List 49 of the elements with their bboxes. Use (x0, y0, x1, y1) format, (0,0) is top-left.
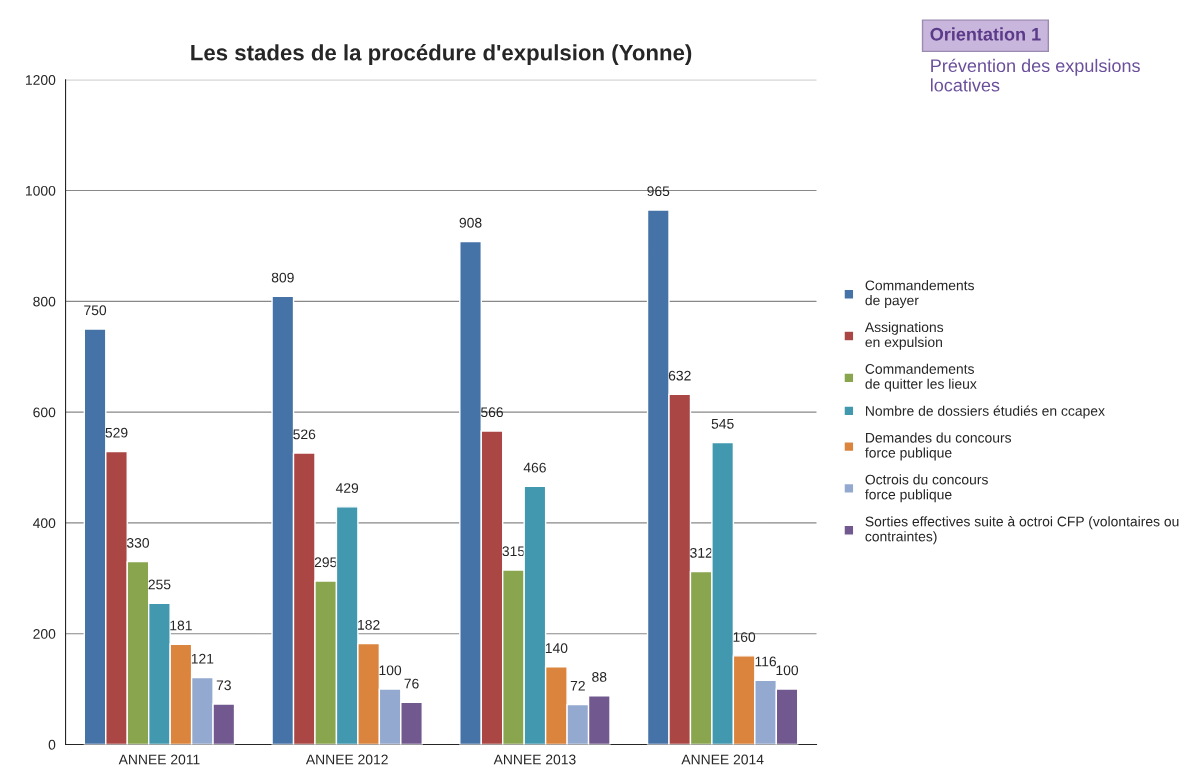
data-label: 160 (733, 632, 756, 642)
data-label: 140 (545, 643, 568, 654)
data-label: 295 (314, 557, 337, 568)
data-label: 566 (480, 407, 503, 418)
y-tick-label: 600 (33, 407, 56, 418)
data-label: 965 (647, 186, 670, 197)
data-label: 72 (570, 680, 585, 691)
y-tick-label: 1000 (26, 185, 56, 196)
legend-label: Sorties effectives suite à octroi CFP (volontaires ou contraintes) (865, 516, 1179, 545)
y-tick-label: 400 (32, 518, 56, 529)
data-label: 750 (84, 305, 107, 316)
data-label: 545 (711, 419, 734, 429)
data-label: 181 (170, 620, 192, 631)
data-label: 632 (668, 370, 691, 381)
data-label: 116 (755, 656, 777, 667)
text: Orientation 1 (930, 27, 1041, 41)
text: Prévention des expulsions locatives (930, 58, 1140, 92)
legend-label: Nombre de dossiers étudiés en ccapex (866, 405, 1105, 419)
legend-label: Commandements de quitter les lieux (865, 363, 977, 392)
data-label: 908 (459, 217, 482, 228)
data-label: 100 (776, 665, 799, 676)
data-label: 526 (293, 429, 316, 440)
data-label: 73 (216, 680, 231, 691)
data-label: 466 (523, 462, 546, 473)
data-label: 809 (271, 272, 294, 283)
data-label: 429 (335, 483, 359, 493)
legend-label: Assignations en expulsion (864, 321, 944, 350)
y-tick-label: 1200 (26, 75, 56, 85)
data-label: 255 (148, 579, 171, 590)
x-tick-label: ANNEE 2013 (493, 754, 576, 765)
x-tick-label: ANNEE 2012 (305, 754, 388, 765)
legend-label: Demandes du concours force publique (865, 432, 1012, 461)
data-label: 76 (404, 678, 419, 689)
legend-label: Octrois du concours force publique (865, 474, 988, 503)
data-label: 529 (105, 427, 128, 438)
data-label: 312 (690, 547, 713, 558)
data-label: 100 (379, 665, 402, 676)
data-label: 121 (191, 653, 214, 664)
y-tick-label: 800 (33, 296, 56, 307)
legend-label: Commandements de payer (865, 280, 974, 308)
data-label: 88 (592, 672, 607, 682)
y-tick-label: 0 (48, 739, 56, 750)
data-label: 330 (126, 537, 150, 548)
data-label: 315 (502, 546, 525, 557)
chart-title: Les stades de la procédure d'expulsion (Yonne) (191, 44, 692, 65)
x-tick-label: ANNEE 2011 (118, 754, 200, 765)
data-label: 182 (358, 619, 380, 630)
x-tick-label: ANNEE 2014 (681, 754, 764, 765)
y-tick-label: 200 (33, 629, 56, 639)
